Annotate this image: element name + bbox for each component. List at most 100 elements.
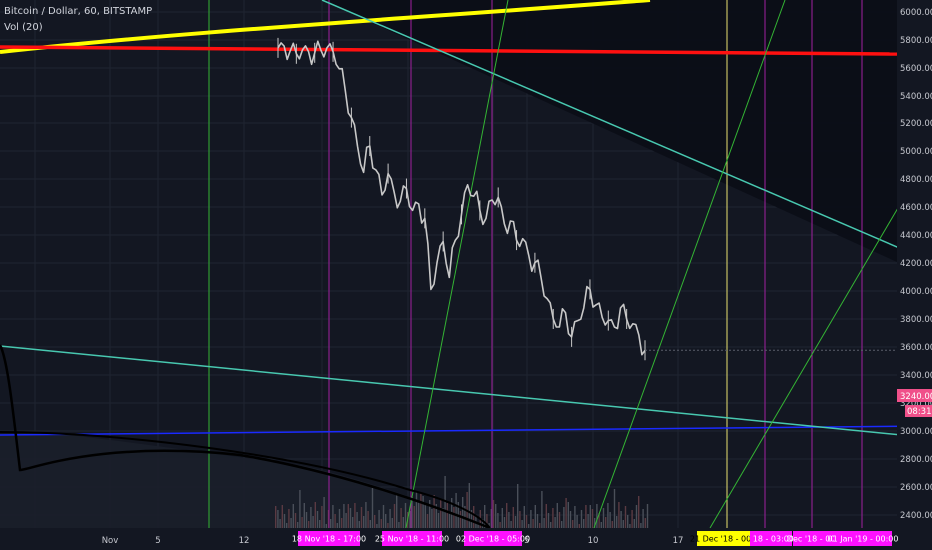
- time-tag-layer: 18 Nov '18 - 17:00 25 Nov '18 - 11:00 02 D…: [292, 531, 899, 546]
- y-tick-label: 6000.00: [900, 8, 932, 18]
- time-tag-label: 01 Jan '19 - 00:00: [827, 535, 898, 544]
- volume-bar: [547, 513, 550, 528]
- black-curve-drawing-2[interactable]: [0, 431, 491, 529]
- trendline-layer[interactable]: [0, 0, 932, 530]
- volume-bar: [638, 496, 640, 528]
- y-tick-label: 5200.00: [900, 119, 932, 129]
- volume-bar: [503, 517, 506, 528]
- volume-bar: [310, 507, 312, 528]
- y-tick-label: 3400.00: [900, 371, 932, 381]
- volume-bar: [576, 515, 578, 528]
- volume-bar: [558, 512, 561, 528]
- volume-bar: [316, 511, 319, 528]
- volume-bar: [565, 498, 567, 528]
- y-tick-label: 3000.00: [900, 427, 932, 437]
- volume-bar: [587, 514, 589, 528]
- y-axis-panel: [897, 0, 932, 550]
- current-price-label: 3240.00: [900, 392, 932, 402]
- cyan-upper-trendline[interactable]: [321, 0, 932, 263]
- time-tag-label: 18 Nov '18 - 17:00: [292, 535, 366, 544]
- black-curve-drawing[interactable]: [0, 344, 491, 530]
- volume-bar: [411, 497, 413, 528]
- symbol-title: Bitcoin / Dollar, 60, BITSTAMP: [4, 6, 153, 17]
- time-tag-box: [697, 531, 757, 546]
- volume-bar: [294, 513, 297, 528]
- vertical-lines-layer[interactable]: [208, 0, 863, 528]
- yellow-curve-line[interactable]: [0, 0, 651, 54]
- volume-bar: [334, 514, 336, 528]
- volume-bar: [589, 505, 591, 528]
- volume-bar: [301, 517, 303, 528]
- blue-horizontal-line[interactable]: [0, 425, 932, 436]
- time-tag-box: [464, 531, 522, 546]
- y-tick-label: 2600.00: [900, 483, 932, 493]
- volume-bar: [583, 519, 585, 528]
- volume-bar: [288, 509, 290, 528]
- volume-bar: [305, 512, 308, 528]
- volume-bar: [444, 476, 446, 528]
- volume-bar: [517, 484, 519, 528]
- volume-bar: [514, 516, 517, 528]
- volume-bar: [283, 514, 286, 528]
- time-tag-label: 21 Dec '18 - 00:00: [690, 535, 764, 544]
- y-tick-label: 3600.00: [900, 343, 932, 353]
- volume-bar: [424, 505, 426, 528]
- volume-bar: [554, 517, 556, 528]
- time-tag-label: 02 Dec '18 - 05:00: [456, 535, 530, 544]
- time-tag-box: [793, 531, 837, 546]
- green-diagonal-line-1[interactable]: [405, 0, 509, 529]
- cyan-lower-trendline[interactable]: [0, 345, 932, 439]
- volume-bar: [633, 519, 635, 528]
- x-tick-label: 12: [239, 536, 250, 546]
- volume-bar: [534, 505, 536, 528]
- volume-bar: [453, 507, 455, 528]
- volume-bar: [422, 496, 424, 528]
- volume-bar: [360, 507, 363, 528]
- volume-bar: [433, 495, 435, 528]
- volume-bar: [290, 518, 292, 528]
- red-horizontal-line[interactable]: [0, 45, 898, 56]
- volume-bar: [609, 512, 611, 528]
- volume-bar: [358, 521, 360, 528]
- volume-bar: [635, 505, 638, 528]
- time-tag-label: 25 Nov '18 - 11:00: [375, 535, 449, 544]
- y-tick-label: 3200.00: [900, 399, 932, 409]
- y-tick-label: 4200.00: [900, 259, 932, 269]
- y-tick-label: 4800.00: [900, 175, 932, 185]
- y-tick-label: 4400.00: [900, 231, 932, 241]
- green-diagonal-line-3[interactable]: [709, 149, 932, 529]
- volume-bar: [574, 506, 576, 528]
- y-tick-label: 4000.00: [900, 287, 932, 297]
- volume-bar: [523, 506, 525, 528]
- green-diagonal-line-2[interactable]: [593, 0, 786, 529]
- x-tick-label: 5: [155, 536, 160, 546]
- volume-bar: [435, 504, 437, 528]
- volume-bar: [539, 523, 541, 528]
- countdown-tag: [905, 405, 932, 417]
- volume-bar: [556, 503, 558, 528]
- volume-bar: [446, 503, 448, 528]
- x-tick-label: 5: [524, 536, 529, 546]
- volume-bar: [569, 511, 572, 528]
- volume-bar: [616, 516, 618, 528]
- y-tick-label: 2800.00: [900, 455, 932, 465]
- volume-bar: [385, 514, 387, 528]
- volume-bar: [437, 513, 440, 528]
- volume-bar: [477, 524, 479, 528]
- time-tag-box: [750, 531, 792, 546]
- volume-bar: [644, 518, 646, 528]
- volume-bar: [321, 506, 323, 528]
- volume-bar: [349, 508, 352, 528]
- volume-bar: [371, 488, 374, 528]
- volume-bar: [352, 517, 354, 528]
- volume-bar: [297, 522, 299, 528]
- volume-bar: [545, 504, 547, 528]
- volume-bar: [431, 509, 433, 528]
- volume-bar: [292, 504, 294, 528]
- current-price-tag: [897, 389, 932, 402]
- volume-bar: [536, 514, 539, 528]
- volume-bar: [356, 512, 358, 528]
- volume-bar: [506, 503, 508, 528]
